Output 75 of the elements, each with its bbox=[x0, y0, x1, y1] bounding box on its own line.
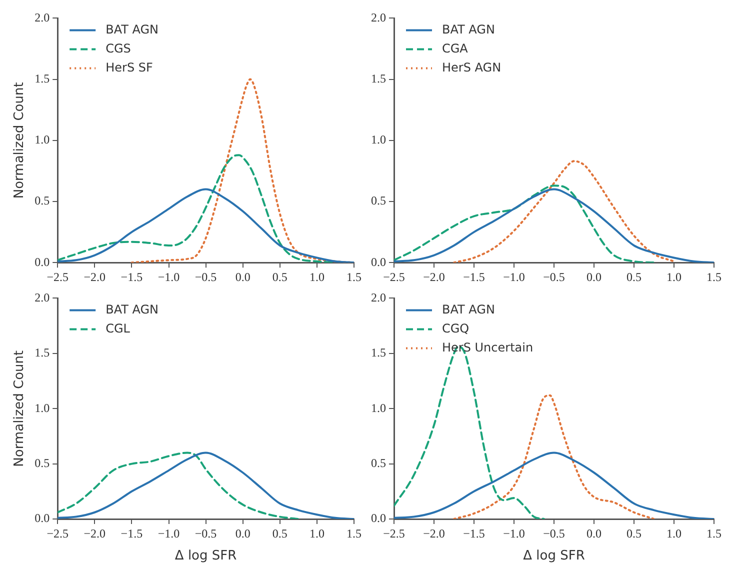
legend-label: BAT AGN bbox=[106, 22, 159, 36]
legend-label: HerS Uncertain bbox=[442, 340, 534, 354]
x-tick-label: 1.0 bbox=[309, 270, 324, 284]
y-tick-label: 1.5 bbox=[34, 346, 50, 360]
x-tick-label: 0.0 bbox=[235, 270, 250, 284]
legend-label: HerS SF bbox=[106, 60, 153, 74]
x-tick-label: 0.0 bbox=[586, 526, 602, 540]
legend-label: CGS bbox=[106, 41, 131, 56]
x-tick-label: 1.0 bbox=[309, 526, 324, 540]
legend-label: CGL bbox=[106, 321, 130, 336]
x-tick-label: −2.0 bbox=[423, 270, 445, 284]
y-tick-label: 1.0 bbox=[371, 400, 386, 415]
line-series bbox=[453, 160, 675, 263]
x-tick-label: −0.5 bbox=[194, 526, 217, 540]
legend-label: HerS AGN bbox=[442, 60, 502, 74]
x-tick-label: −2.5 bbox=[46, 270, 68, 284]
line-series bbox=[394, 184, 655, 263]
y-tick-label: 1.0 bbox=[34, 132, 50, 147]
legend-label: CGA bbox=[442, 41, 469, 56]
x-tick-label: 1.5 bbox=[706, 526, 722, 540]
line-series bbox=[453, 394, 655, 519]
x-tick-label: −1.0 bbox=[503, 526, 525, 540]
x-tick-label: 1.5 bbox=[706, 270, 722, 284]
x-tick-label: −0.5 bbox=[194, 270, 217, 284]
x-tick-label: −2.0 bbox=[84, 270, 106, 284]
x-tick-label: −2.0 bbox=[423, 526, 445, 540]
y-tick-label: 0.5 bbox=[34, 456, 50, 470]
y-tick-label: 1.5 bbox=[371, 71, 386, 86]
x-tick-label: 1.0 bbox=[666, 526, 682, 540]
y-tick-label: 0.0 bbox=[34, 254, 50, 269]
x-tick-label: −0.5 bbox=[543, 526, 565, 540]
x-tick-label: −2.5 bbox=[46, 526, 68, 540]
legend-label: BAT AGN bbox=[442, 22, 495, 36]
x-tick-label: −1.5 bbox=[463, 270, 485, 284]
x-tick-label: 0.5 bbox=[626, 526, 642, 540]
x-tick-label: −1.5 bbox=[120, 526, 143, 540]
x-tick-label: 0.0 bbox=[586, 270, 602, 284]
y-tick-label: 2.0 bbox=[34, 10, 50, 24]
x-tick-label: 0.5 bbox=[626, 270, 642, 284]
x-tick-label: −1.5 bbox=[120, 270, 143, 284]
x-axis-title: Δ log SFR bbox=[174, 548, 237, 564]
x-tick-label: 1.5 bbox=[346, 270, 362, 284]
y-tick-label: 0.0 bbox=[371, 511, 386, 526]
legend-label: CGQ bbox=[442, 321, 470, 336]
x-tick-label: −2.5 bbox=[383, 270, 405, 284]
y-tick-label: 2.0 bbox=[34, 290, 50, 304]
x-tick-label: 0.0 bbox=[235, 526, 250, 540]
y-tick-label: 1.5 bbox=[371, 346, 386, 360]
y-axis-title: Normalized Count bbox=[12, 350, 28, 467]
y-tick-label: 2.0 bbox=[371, 290, 386, 304]
x-tick-label: −1.0 bbox=[158, 270, 180, 284]
y-tick-label: 0.0 bbox=[371, 254, 386, 269]
x-tick-label: 1.0 bbox=[666, 270, 682, 284]
x-tick-label: 0.5 bbox=[272, 270, 288, 284]
x-tick-label: −0.5 bbox=[543, 270, 565, 284]
x-tick-label: −1.5 bbox=[463, 526, 485, 540]
y-axis-title: Normalized Count bbox=[12, 82, 28, 199]
x-tick-label: −2.5 bbox=[383, 526, 405, 540]
y-tick-label: 0.0 bbox=[34, 511, 50, 526]
line-series bbox=[58, 452, 300, 519]
x-tick-label: −1.0 bbox=[158, 526, 180, 540]
y-tick-label: 0.5 bbox=[371, 456, 386, 470]
legend-label: BAT AGN bbox=[106, 302, 159, 316]
legend-label: BAT AGN bbox=[442, 302, 495, 316]
x-tick-label: −2.0 bbox=[84, 526, 106, 540]
y-tick-label: 2.0 bbox=[371, 10, 386, 24]
x-tick-label: 1.5 bbox=[346, 526, 362, 540]
y-tick-label: 1.5 bbox=[34, 71, 50, 86]
x-tick-label: −1.0 bbox=[503, 270, 525, 284]
y-tick-label: 0.5 bbox=[371, 194, 386, 208]
y-tick-label: 1.0 bbox=[371, 132, 386, 147]
y-tick-label: 1.0 bbox=[34, 400, 50, 415]
x-tick-label: 0.5 bbox=[272, 526, 288, 540]
y-tick-label: 0.5 bbox=[34, 194, 50, 208]
x-axis-title: Δ log SFR bbox=[523, 548, 585, 564]
